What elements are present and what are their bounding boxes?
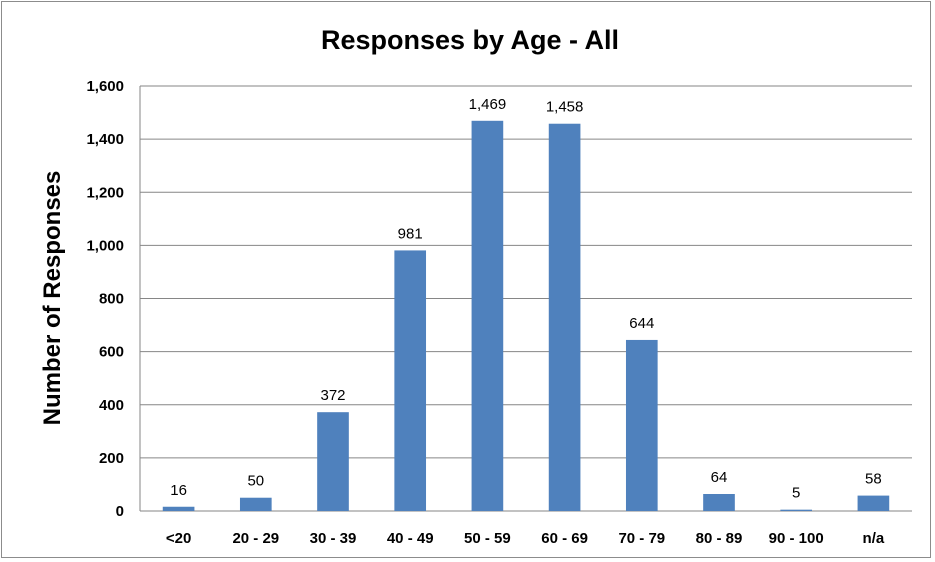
y-axis-label: Number of Responses bbox=[39, 171, 66, 426]
y-tick-label: 800 bbox=[99, 291, 124, 308]
y-tick-label: 0 bbox=[116, 503, 124, 520]
x-tick-label: 40 - 49 bbox=[387, 530, 434, 547]
x-axis-ticks: <20 20 - 29 30 - 39 40 - 49 50 - 59 60 - 69 70… bbox=[166, 530, 885, 547]
data-label: 58 bbox=[865, 471, 882, 488]
data-labels: 16 50 372 981 1,469 1,458 644 64 5 58 bbox=[170, 96, 881, 502]
x-tick-label: 80 - 89 bbox=[696, 530, 743, 547]
bars bbox=[162, 120, 890, 511]
chart-title: Responses by Age - All bbox=[321, 25, 619, 55]
x-tick-label: 30 - 39 bbox=[310, 530, 357, 547]
x-tick-label: <20 bbox=[166, 530, 191, 547]
y-tick-label: 600 bbox=[99, 344, 124, 361]
x-tick-label: 90 - 100 bbox=[769, 530, 824, 547]
data-label: 372 bbox=[320, 387, 345, 404]
x-tick-label: n/a bbox=[863, 530, 885, 547]
x-tick-label: 20 - 29 bbox=[232, 530, 279, 547]
y-tick-label: 400 bbox=[99, 397, 124, 414]
data-label: 1,469 bbox=[469, 96, 507, 113]
data-label: 981 bbox=[398, 225, 423, 242]
data-label: 16 bbox=[170, 482, 187, 499]
bar bbox=[780, 509, 813, 511]
bar bbox=[703, 494, 735, 511]
grid-lines bbox=[139, 85, 912, 512]
bar bbox=[394, 250, 427, 511]
y-tick-label: 1,600 bbox=[86, 78, 124, 95]
data-label: 644 bbox=[629, 315, 654, 332]
x-tick-label: 60 - 69 bbox=[541, 530, 588, 547]
bar bbox=[239, 497, 272, 511]
data-label: 50 bbox=[247, 473, 264, 490]
y-axis-ticks: 0 200 400 600 800 1,000 1,200 1,400 1,600 bbox=[86, 78, 124, 520]
y-tick-label: 200 bbox=[99, 450, 124, 467]
data-label: 1,458 bbox=[546, 99, 584, 116]
bar bbox=[317, 412, 349, 511]
bar bbox=[471, 120, 504, 511]
x-tick-label: 50 - 59 bbox=[464, 530, 511, 547]
y-tick-label: 1,000 bbox=[86, 237, 124, 254]
bar bbox=[625, 339, 658, 511]
bar bbox=[548, 123, 581, 511]
bar bbox=[857, 495, 890, 511]
y-tick-label: 1,200 bbox=[86, 184, 124, 201]
data-label: 64 bbox=[711, 469, 728, 486]
data-label: 5 bbox=[792, 485, 800, 502]
x-tick-label: 70 - 79 bbox=[618, 530, 665, 547]
y-tick-label: 1,400 bbox=[86, 131, 124, 148]
bar bbox=[162, 506, 195, 511]
